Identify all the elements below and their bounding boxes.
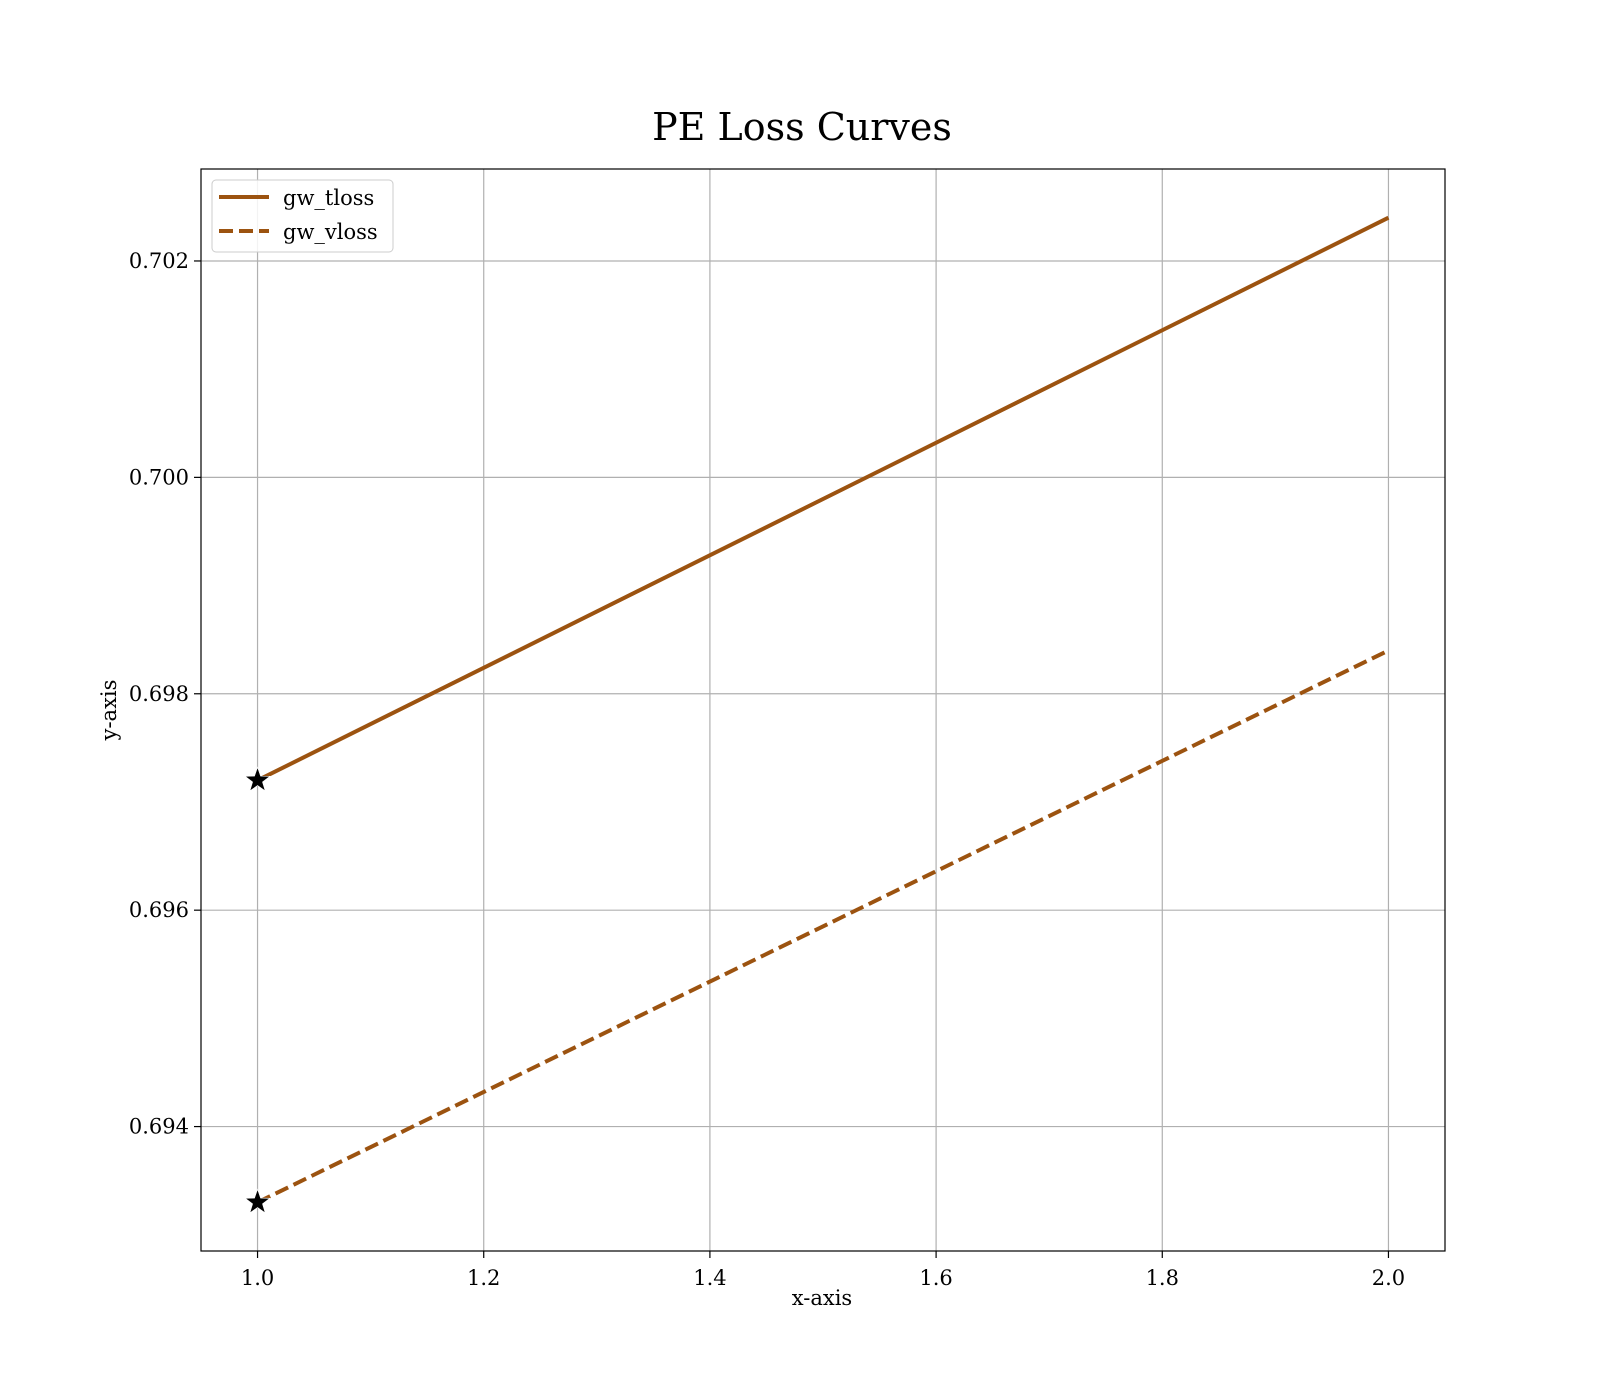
x-tick-label: 1.4 [693, 1266, 726, 1290]
x-tick-label: 1.0 [241, 1266, 274, 1290]
chart-title: PE Loss Curves [652, 105, 952, 149]
plot-area-frame [200, 168, 1446, 1252]
x-tick-label: 1.8 [1146, 1266, 1179, 1290]
axis-ticks: 1.0 1.2 1.4 1.6 1.8 2.0 0.694 0.696 0.698 0.700 0.… [129, 249, 1405, 1290]
y-tick-label: 0.694 [129, 1115, 189, 1139]
y-tick-label: 0.698 [129, 682, 189, 706]
legend-label-gw-tloss: gw_tloss [283, 186, 374, 210]
series-lines [256, 215, 1390, 1205]
legend-label-gw-vloss: gw_vloss [283, 220, 378, 244]
grid-lines [201, 169, 1445, 1251]
star-marker [244, 1188, 271, 1214]
x-tick-label: 2.0 [1372, 1266, 1405, 1290]
x-axis-label: x-axis [792, 1286, 852, 1310]
y-axis-label: y-axis [97, 680, 121, 742]
series-line-gw-vloss [256, 648, 1390, 1205]
x-tick-label: 1.2 [467, 1266, 500, 1290]
y-tick-label: 0.696 [129, 898, 189, 922]
legend: gw_tloss gw_vloss [211, 179, 394, 253]
series-markers [244, 766, 271, 1214]
y-tick-label: 0.702 [129, 249, 189, 273]
y-tick-label: 0.700 [129, 465, 189, 489]
series-line-gw-tloss [256, 215, 1390, 783]
x-tick-label: 1.6 [919, 1266, 952, 1290]
star-marker [244, 766, 271, 792]
